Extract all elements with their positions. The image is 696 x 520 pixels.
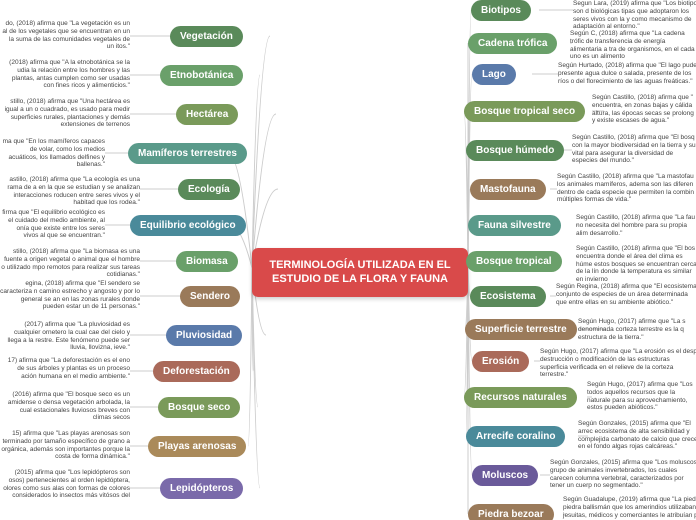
desc-superficie-terrestre: Según Hugo, (2017) afirme que "La s deno…	[578, 318, 696, 341]
desc-mastofauna: Según Castillo, (2018) afirma que "La ma…	[557, 173, 696, 204]
desc-cadena-trófica: Según C, (2018) afirma que "La cadena tr…	[570, 30, 696, 61]
topic-superficie-terrestre[interactable]: Superficie terrestre	[465, 319, 577, 340]
desc-deforestación: 17) afirma que "La deforestación es el e…	[0, 357, 130, 380]
topic-bosque-tropical-seco[interactable]: Bosque tropical seco	[464, 101, 585, 122]
topic-moluscos[interactable]: Moluscos	[472, 465, 538, 486]
topic-ecología[interactable]: Ecología	[178, 179, 240, 200]
desc-piedra-bezoar: Según Guadalupe, (2019) afirma que "La p…	[563, 496, 696, 519]
desc-mamíferos-terrestres: ma que "En los mamíferos capaces de vola…	[0, 138, 105, 169]
desc-recursos-naturales: Según Hugo, (2017) afirma que "Los todos…	[587, 381, 696, 412]
desc-equilibrio-ecológico: firma que "El equilibrio ecológico es el…	[0, 209, 105, 240]
desc-bosque-húmedo: Según Castillo, (2018) afirma que "El bo…	[572, 134, 696, 165]
desc-arrecife-coralino: Según Gonzales, (2015) afirma que "El ar…	[578, 420, 696, 451]
topic-erosión[interactable]: Erosión	[472, 351, 529, 372]
desc-lepidópteros: (2015) afirma que "Los lepidópteros son …	[0, 469, 130, 500]
topic-sendero[interactable]: Sendero	[180, 286, 240, 307]
desc-erosión: Según Hugo, (2017) afirma que "La erosió…	[540, 348, 696, 379]
topic-pluviosidad[interactable]: Pluviosidad	[166, 325, 242, 346]
desc-pluviosidad: (2017) afirma que "La pluviosidad es cua…	[0, 321, 130, 352]
topic-deforestación[interactable]: Deforestación	[153, 361, 240, 382]
topic-bosque-seco[interactable]: Bosque seco	[158, 397, 240, 418]
topic-lepidópteros[interactable]: Lepidópteros	[160, 478, 243, 499]
desc-lago: Según Hurtado, (2018) afirma que "El lag…	[558, 62, 696, 85]
desc-biomasa: stillo, (2018) afirma que "La biomasa es…	[0, 248, 140, 279]
topic-etnobotánica[interactable]: Etnobotánica	[160, 65, 243, 86]
desc-playas-arenosas: 15) afirma que "Las playas arenosas son …	[0, 430, 130, 461]
desc-bosque-tropical-seco: Según Castillo, (2018) afirma que " encu…	[592, 94, 696, 125]
desc-ecología: astillo, (2018) afirma que "La ecología …	[0, 176, 140, 207]
topic-hectárea[interactable]: Hectárea	[176, 104, 238, 125]
topic-piedra-bezoar[interactable]: Piedra bezoar	[468, 504, 554, 520]
topic-fauna-silvestre[interactable]: Fauna silvestre	[468, 215, 561, 236]
central-topic: TERMINOLOGÍA UTILIZADA EN ELESTUDIO DE L…	[252, 248, 468, 297]
topic-recursos-naturales[interactable]: Recursos naturales	[464, 387, 577, 408]
desc-bosque-tropical: Según Castillo, (2018) afirma que "El bo…	[576, 245, 696, 284]
topic-biomasa[interactable]: Biomasa	[176, 251, 238, 272]
topic-bosque-húmedo[interactable]: Bosque húmedo	[466, 140, 564, 161]
desc-bosque-seco: (2016) afirma que "El bosque seco es un …	[0, 391, 130, 422]
topic-lago[interactable]: Lago	[472, 64, 516, 85]
topic-ecosistema[interactable]: Ecosistema	[470, 286, 546, 307]
topic-equilibrio-ecológico[interactable]: Equilibrio ecológico	[130, 215, 246, 236]
desc-sendero: egina, (2018) afirma que "El sendero se …	[0, 280, 140, 311]
desc-hectárea: stillo, (2018) afirma que "Una hectárea …	[0, 98, 130, 129]
topic-biotipos[interactable]: Biotipos	[471, 0, 531, 21]
topic-vegetación[interactable]: Vegetación	[170, 26, 243, 47]
topic-mastofauna[interactable]: Mastofauna	[470, 179, 546, 200]
topic-mamíferos-terrestres[interactable]: Mamíferos terrestres	[128, 143, 247, 164]
desc-ecosistema: Según Regina, (2018) afirma que "El ecos…	[556, 283, 696, 306]
topic-bosque-tropical[interactable]: Bosque tropical	[466, 251, 562, 272]
topic-playas-arenosas[interactable]: Playas arenosas	[148, 436, 246, 457]
desc-vegetación: do, (2018) afirma que "La vegetación es …	[0, 20, 130, 51]
topic-arrecife-coralino[interactable]: Arrecife coralino	[466, 426, 565, 447]
desc-fauna-silvestre: Según Castillo, (2018) afirma que "La fa…	[576, 214, 696, 237]
topic-cadena-trófica[interactable]: Cadena trófica	[468, 33, 557, 54]
desc-biotipos: Segun Lara, (2019) afirma que "Los bioti…	[573, 0, 696, 31]
desc-etnobotánica: (2018) afirma que "A la etnobotánica se …	[0, 59, 130, 90]
desc-moluscos: Según Gonzales, (2015) afirma que "Los m…	[550, 459, 696, 490]
